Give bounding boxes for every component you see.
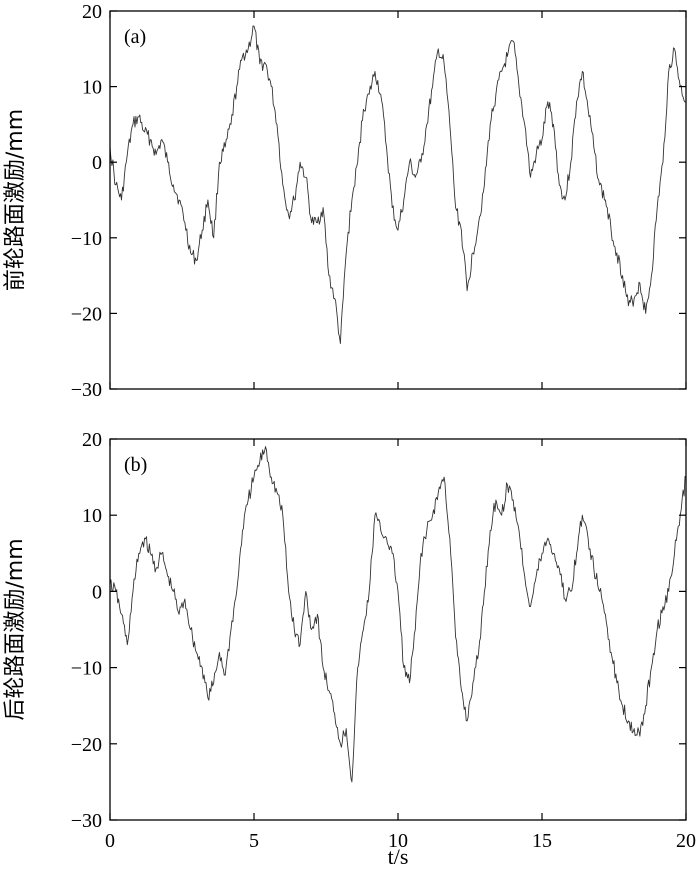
x-tick-label-2-3: 15	[532, 830, 552, 852]
plot-frame-1	[109, 10, 687, 390]
x-tick-label-2-1: 5	[249, 830, 259, 852]
plot-frame-2	[109, 438, 687, 821]
y-tick-label-2-2: 0	[92, 581, 102, 603]
y-axis-label-2: 后轮路面激励/mm	[3, 538, 28, 720]
y-tick-label-2-4: −20	[71, 734, 102, 756]
x-tick-label-2-2: 10	[388, 830, 408, 852]
x-tick-label-2-0: 0	[105, 830, 115, 852]
y-tick-label-1-5: −30	[71, 379, 102, 401]
y-tick-label-1-3: −10	[71, 228, 102, 250]
x-axis-label: t/s	[388, 844, 409, 869]
series-line-1	[109, 25, 687, 345]
x-tick-label-2-4: 20	[676, 830, 696, 852]
y-tick-label-2-5: −30	[71, 810, 102, 832]
panel-label-1: (a)	[124, 26, 146, 48]
y-tick-label-1-4: −20	[71, 303, 102, 325]
y-tick-label-2-1: 10	[82, 505, 102, 527]
panel-label-2: (b)	[124, 454, 147, 476]
y-tick-label-1-2: 0	[92, 152, 102, 174]
y-tick-label-1-0: 20	[82, 1, 102, 23]
y-axis-label-1: 前轮路面激励/mm	[3, 109, 28, 291]
y-tick-label-1-1: 10	[82, 77, 102, 99]
y-tick-label-2-0: 20	[82, 429, 102, 451]
series-line-2	[109, 446, 687, 783]
y-tick-label-2-3: −10	[71, 658, 102, 680]
